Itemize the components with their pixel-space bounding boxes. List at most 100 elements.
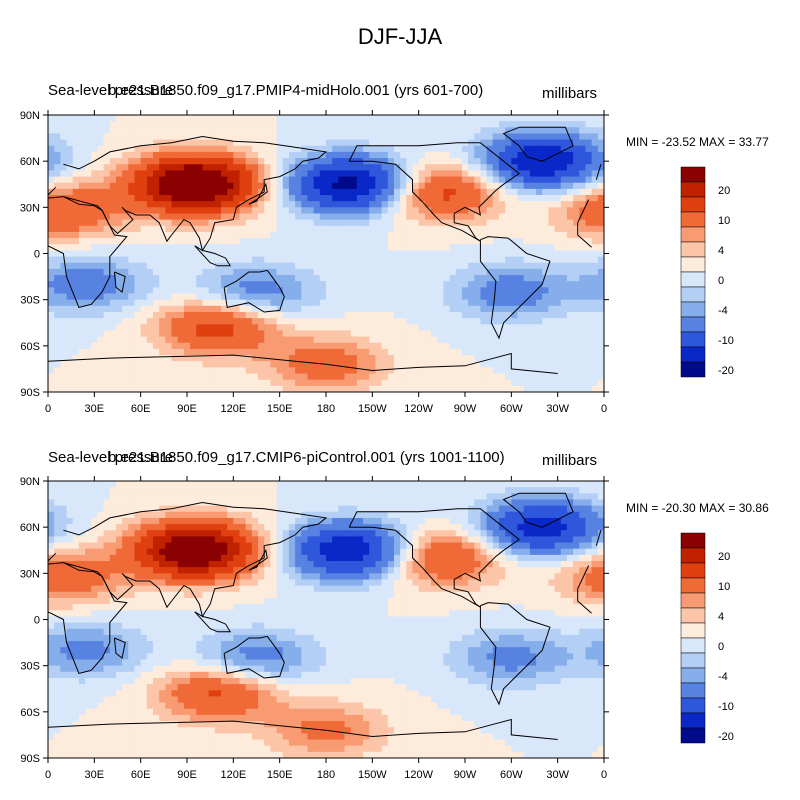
panel-1-min: MIN = -23.52 bbox=[626, 135, 696, 149]
panel-1-cell bbox=[511, 207, 519, 215]
panel-1-cell bbox=[585, 158, 593, 165]
panel-2-cell bbox=[97, 499, 105, 507]
panel-1-cell bbox=[177, 305, 185, 313]
panel-2-min: MIN = -20.30 bbox=[626, 501, 696, 515]
panel-1-cell bbox=[573, 182, 580, 190]
panel-2-cell bbox=[153, 536, 160, 544]
panel-1-cell bbox=[542, 324, 549, 332]
panel-2-cell bbox=[128, 517, 136, 525]
panel-2-cell bbox=[356, 493, 364, 501]
panel-2-cell bbox=[387, 530, 395, 537]
panel-2-cell bbox=[332, 505, 339, 513]
panel-1-cell bbox=[196, 311, 204, 319]
panel-1-cell bbox=[363, 195, 370, 202]
panel-1-cell bbox=[128, 342, 136, 350]
panel-1-cell bbox=[431, 336, 438, 344]
panel-1-cell bbox=[190, 219, 197, 227]
panel-1-cell bbox=[190, 151, 197, 159]
panel-1-cell bbox=[239, 311, 247, 319]
panel-1-cell bbox=[356, 330, 364, 338]
panel-2-cell bbox=[542, 499, 549, 507]
panel-1-cell bbox=[474, 195, 482, 202]
panel-1-cell bbox=[400, 367, 407, 375]
panel-1-cell bbox=[91, 164, 99, 171]
panel-1-cell bbox=[146, 367, 154, 375]
panel-1-cell bbox=[474, 324, 482, 332]
panel-1-cell bbox=[554, 176, 562, 184]
panel-1-cell bbox=[505, 318, 512, 325]
panel-2-cell bbox=[443, 530, 451, 537]
panel-1-cell bbox=[183, 367, 191, 375]
panel-1-cell bbox=[146, 151, 154, 159]
panel-1-cell bbox=[208, 305, 216, 313]
panel-1-cell bbox=[529, 219, 537, 227]
panel-1-cell bbox=[171, 275, 179, 282]
panel-1-cell bbox=[251, 151, 259, 159]
panel-2-cell bbox=[91, 487, 99, 494]
panel-1-cell bbox=[443, 299, 451, 307]
panel-1-cell bbox=[338, 355, 346, 362]
panel-1-cell bbox=[301, 367, 309, 375]
panel-1-cell bbox=[437, 268, 444, 276]
panel-1-cell bbox=[190, 231, 197, 239]
colorbar-swatch bbox=[680, 346, 706, 363]
panel-1-cell bbox=[443, 293, 451, 301]
panel-1-cell bbox=[597, 330, 604, 338]
panel-1-cell bbox=[183, 379, 191, 387]
panel-1-cell bbox=[418, 379, 426, 387]
panel-2-cell bbox=[115, 493, 123, 501]
panel-1-cell bbox=[227, 158, 234, 165]
panel-1-cell bbox=[455, 145, 463, 153]
panel-1-cell bbox=[406, 330, 414, 338]
panel-2-cell bbox=[424, 499, 432, 507]
panel-1-cell bbox=[560, 164, 568, 171]
panel-1-cell bbox=[480, 379, 488, 387]
panel-1-cell bbox=[548, 318, 556, 325]
panel-1-cell bbox=[431, 379, 438, 387]
panel-1-cell bbox=[313, 299, 321, 307]
panel-1-cell bbox=[529, 244, 537, 252]
panel-1-cell bbox=[251, 367, 259, 375]
panel-1-cell bbox=[60, 133, 68, 141]
panel-2-cell bbox=[542, 530, 549, 537]
panel-1-cell bbox=[480, 176, 488, 184]
panel-2-cell bbox=[498, 517, 506, 525]
panel-1-cell bbox=[97, 225, 105, 233]
panel-1-cell bbox=[338, 256, 346, 264]
panel-1-cell bbox=[276, 361, 284, 368]
panel-1-cell bbox=[449, 367, 457, 375]
panel-1-cell bbox=[307, 373, 315, 381]
panel-1-cell bbox=[542, 342, 549, 350]
panel-1-cell bbox=[227, 182, 234, 190]
panel-1-cell bbox=[140, 324, 148, 332]
panel-1-cell bbox=[301, 305, 309, 313]
panel-2-cell bbox=[196, 511, 204, 519]
panel-1-cell bbox=[461, 305, 469, 313]
panel-1-cell bbox=[282, 250, 290, 258]
panel-1-cell bbox=[103, 330, 111, 338]
panel-1-cell bbox=[301, 158, 309, 165]
panel-1-cell bbox=[480, 275, 488, 282]
panel-1-cell bbox=[338, 336, 346, 344]
panel-1-cell bbox=[177, 238, 185, 245]
panel-1-cell bbox=[356, 336, 364, 344]
panel-1-cell bbox=[60, 281, 68, 288]
panel-1-cell bbox=[301, 318, 309, 325]
panel-1-cell bbox=[91, 244, 99, 252]
panel-1-cell bbox=[153, 342, 160, 350]
panel-1-cell bbox=[54, 213, 61, 221]
panel-1-cell bbox=[480, 170, 488, 178]
panel-1-cell bbox=[146, 379, 154, 387]
panel-1-cell bbox=[523, 231, 531, 239]
panel-2-cell bbox=[492, 511, 500, 519]
panel-1-cell bbox=[190, 127, 197, 135]
panel-1-cell bbox=[486, 127, 494, 135]
panel-1-cell bbox=[202, 151, 210, 159]
panel-1-cell bbox=[529, 379, 537, 387]
panel-1-cell bbox=[153, 299, 160, 307]
panel-2-cell bbox=[573, 505, 580, 513]
panel-1-cell bbox=[406, 348, 414, 356]
panel-2-cell bbox=[449, 524, 457, 531]
panel-1-cell bbox=[400, 151, 407, 159]
panel-1-cell bbox=[474, 361, 482, 368]
